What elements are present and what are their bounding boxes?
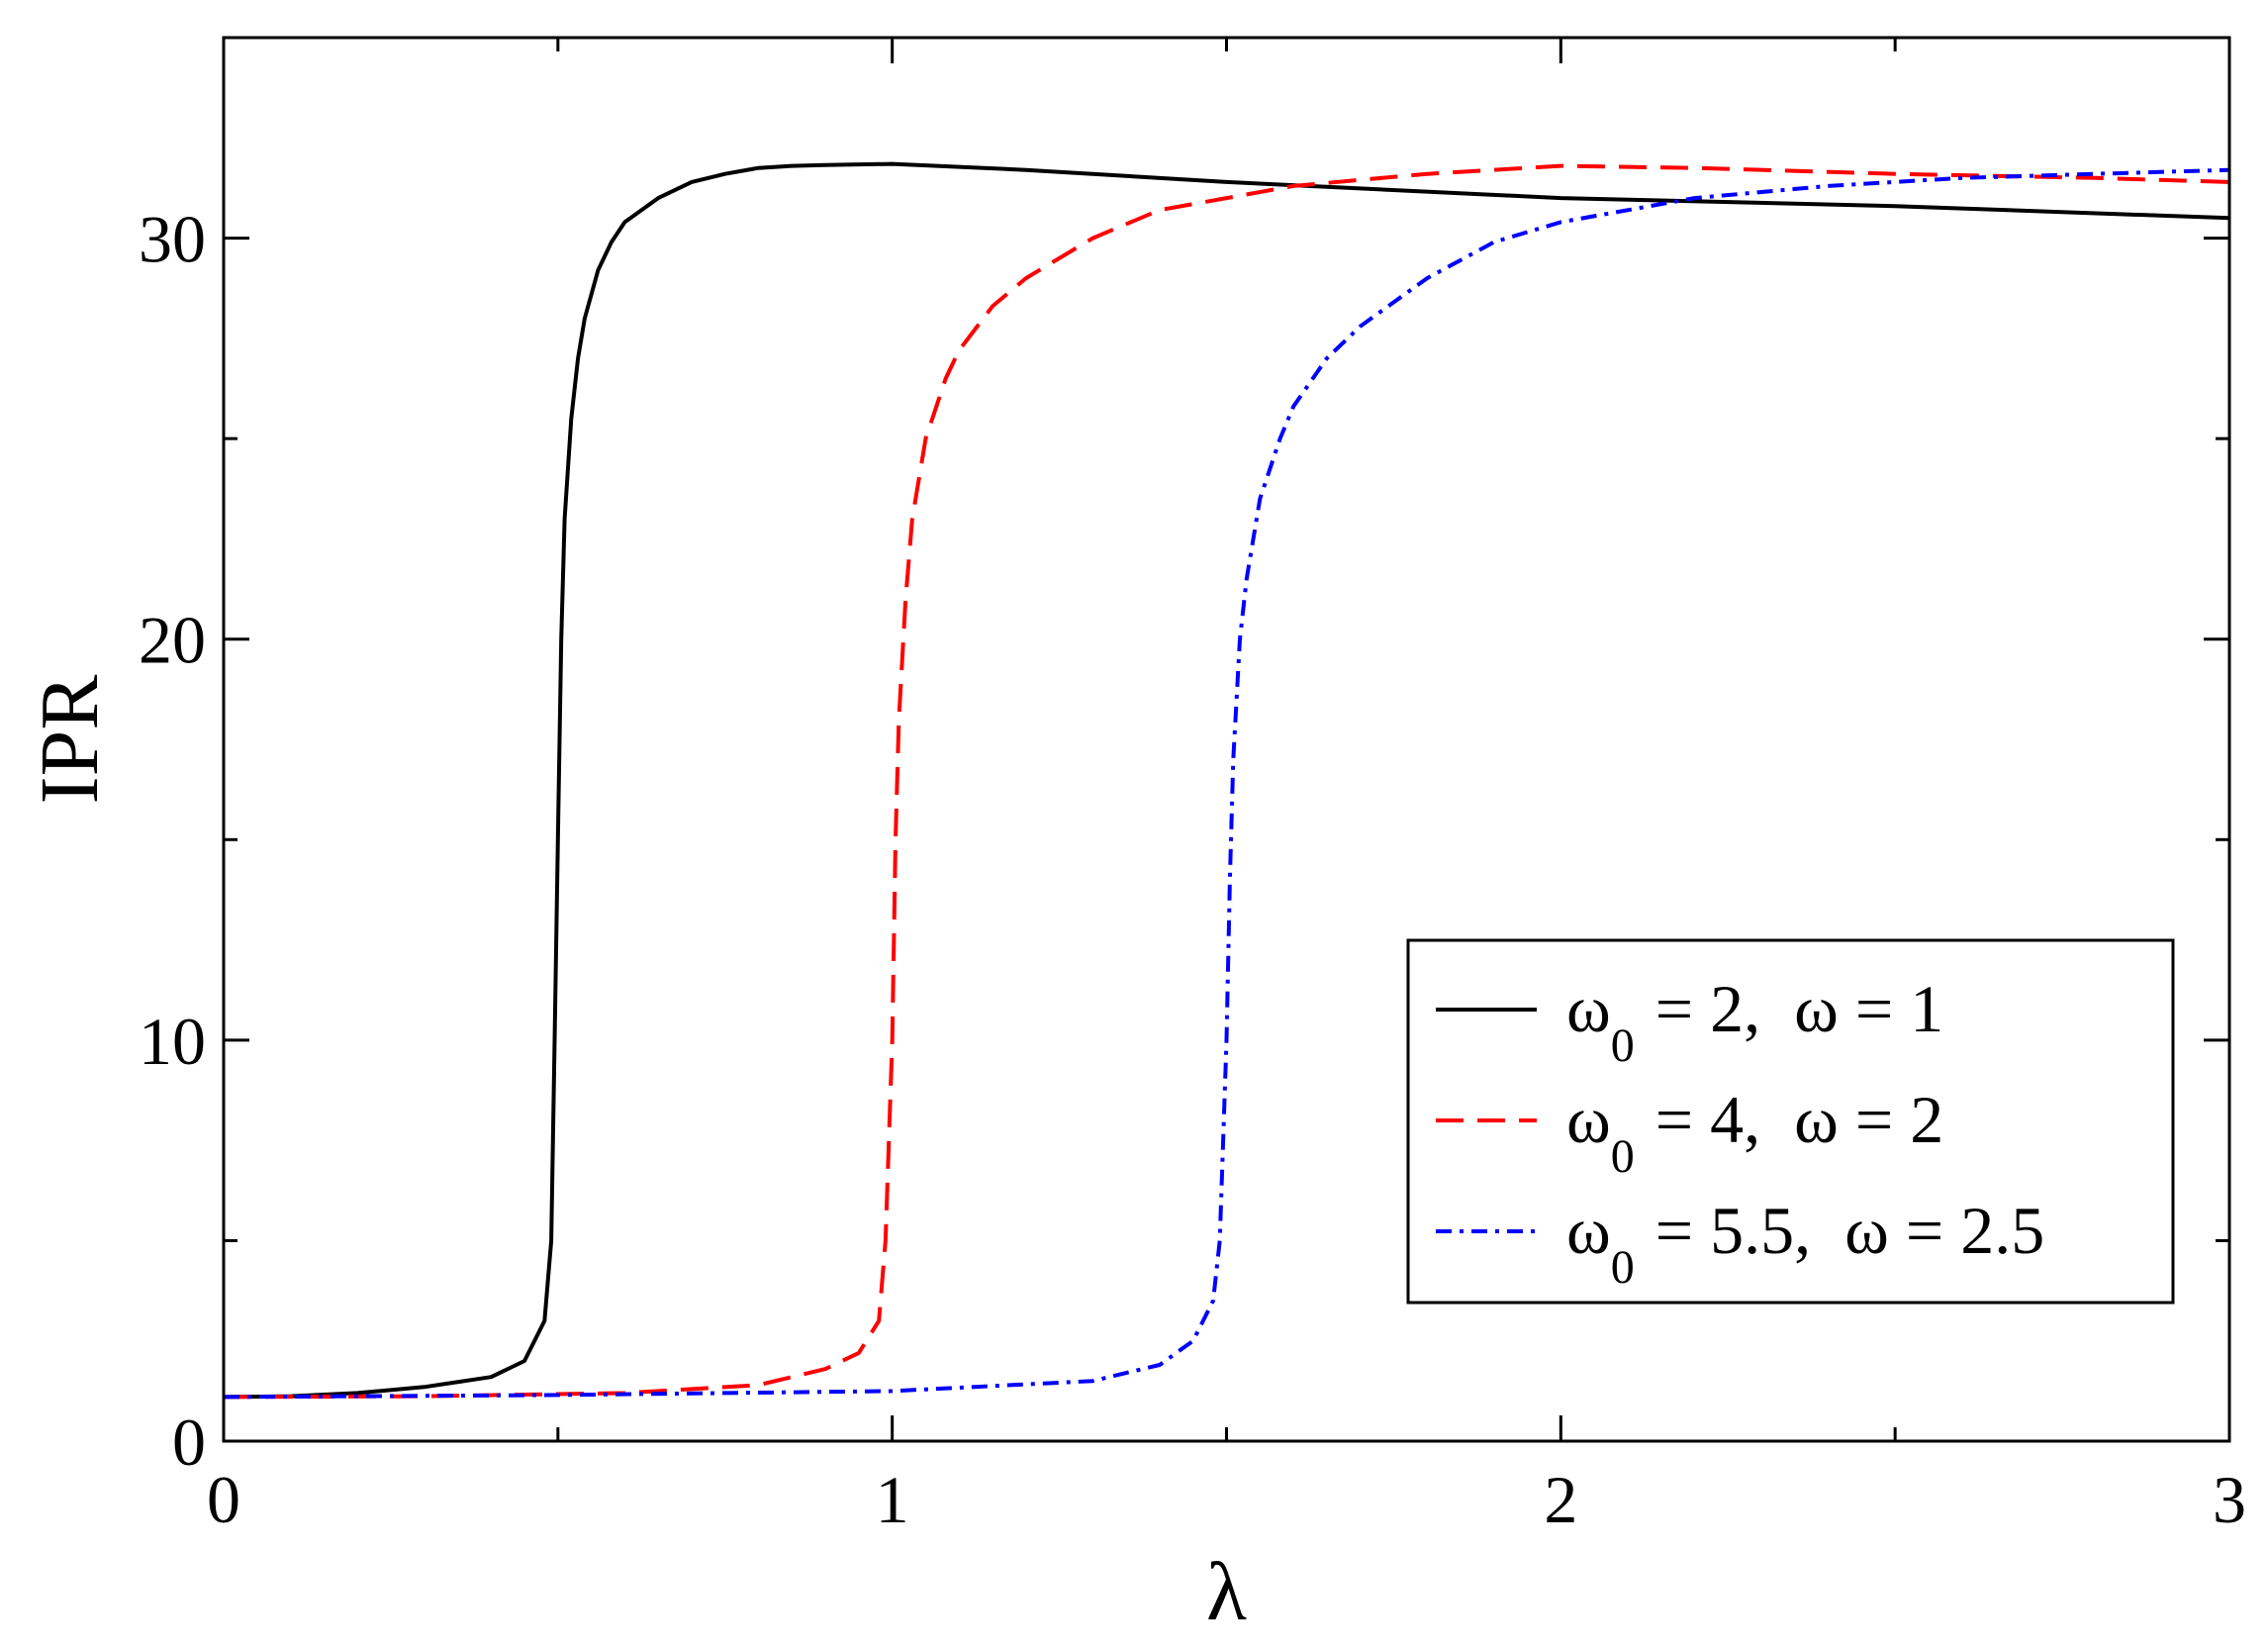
legend-subscript-3: 0 [1611,1241,1635,1294]
legend-label-3: ω [1566,1193,1611,1268]
legend-label-2: ω [1566,1082,1611,1157]
legend-subscript-1: 0 [1611,1019,1635,1072]
x-tick-label: 0 [207,1462,240,1537]
series-line-1 [223,161,2230,1400]
y-tick-label: 30 [139,202,206,277]
series-layer [223,161,2230,1400]
plot-frame [222,36,2231,1443]
y-tick-label: 0 [172,1405,206,1480]
legend-text-2: = 4, ω = 2 [1639,1082,1943,1157]
x-tick-label: 1 [876,1462,909,1537]
legend-label-1: ω [1566,971,1611,1046]
x-tick-label: 2 [1544,1462,1577,1537]
x-tick-label: 3 [2213,1462,2246,1537]
series-line-2 [223,163,2230,1400]
legend-text-3: = 5.5, ω = 2.5 [1639,1193,2044,1268]
y-tick-label: 20 [139,603,206,678]
legend-text-1: = 2, ω = 1 [1639,971,1943,1046]
y-axis-label: IPR [24,675,116,805]
series-line-3 [223,167,2230,1400]
legend-subscript-2: 0 [1611,1130,1635,1183]
x-axis-label: λ [1206,1546,1247,1638]
y-tick-label: 10 [139,1004,206,1079]
